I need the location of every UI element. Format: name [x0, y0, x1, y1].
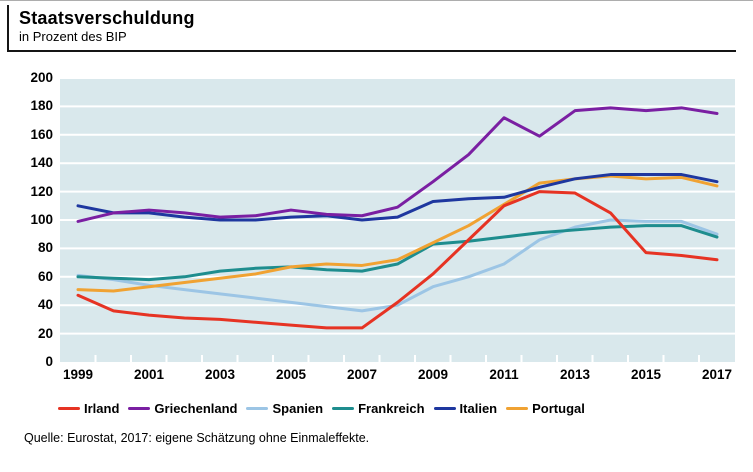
- page-title: Staatsverschuldung: [19, 8, 195, 28]
- legend: Irland Griechenland Spanien Frankreich Itali…: [58, 401, 594, 416]
- legend-swatch-frankreich: [332, 407, 355, 410]
- legend-label-portugal: Portugal: [532, 401, 585, 416]
- x-axis-label-2017: 2017: [701, 367, 733, 382]
- legend-item-italien: Italien: [433, 401, 498, 416]
- x-axis-label-2007: 2007: [346, 367, 378, 382]
- series-line-italien: [76, 173, 719, 222]
- legend-label-frankreich: Frankreich: [358, 401, 425, 416]
- series-line-frankreich: [76, 224, 719, 282]
- legend-swatch-griechenland: [128, 407, 151, 410]
- legend-item-griechenland: Griechenland: [128, 401, 237, 416]
- x-axis-label-2005: 2005: [275, 367, 307, 382]
- x-axis-label-2003: 2003: [204, 367, 236, 382]
- series-line-griechenland: [76, 106, 719, 223]
- x-axis-label-2001: 2001: [133, 367, 165, 382]
- y-axis-label-40: 40: [37, 297, 53, 313]
- plot-area: [60, 78, 735, 362]
- y-axis-label-0: 0: [45, 354, 53, 369]
- legend-swatch-portugal: [506, 407, 529, 410]
- legend-label-italien: Italien: [459, 401, 498, 416]
- x-axis-label-2011: 2011: [489, 367, 519, 382]
- series-line-spanien: [76, 218, 719, 313]
- y-axis-label-160: 160: [30, 126, 53, 142]
- y-axis-label-20: 20: [37, 325, 53, 341]
- legend-label-griechenland: Griechenland: [154, 401, 238, 416]
- legend-label-irland: Irland: [84, 401, 120, 416]
- y-axis-label-180: 180: [30, 98, 53, 114]
- legend-label-spanien: Spanien: [272, 401, 324, 416]
- legend-swatch-spanien: [246, 407, 269, 410]
- x-axis-label-2013: 2013: [559, 367, 591, 382]
- y-axis-label-100: 100: [30, 212, 53, 227]
- y-axis-label-120: 120: [30, 183, 53, 199]
- legend-item-frankreich: Frankreich: [332, 401, 425, 416]
- y-axis-label-200: 200: [30, 70, 53, 85]
- x-axis-label-1999: 1999: [62, 367, 94, 382]
- page-subtitle: in Prozent des BIP: [19, 28, 127, 44]
- legend-item-portugal: Portugal: [506, 401, 585, 416]
- legend-swatch-italien: [433, 407, 456, 410]
- x-axis-label-2015: 2015: [630, 367, 662, 382]
- legend-item-spanien: Spanien: [246, 401, 323, 416]
- source-note: Quelle: Eurostat, 2017: eigene Schätzung…: [24, 431, 370, 445]
- legend-swatch-irland: [58, 407, 80, 410]
- line-plot: [60, 78, 735, 362]
- x-axis-label-2009: 2009: [417, 367, 449, 382]
- y-axis-label-60: 60: [37, 268, 53, 284]
- y-axis-label-140: 140: [30, 155, 53, 171]
- chart-header: Staatsverschuldung in Prozent des BIP: [7, 5, 736, 52]
- series-line-irland: [76, 190, 719, 330]
- legend-item-irland: Irland: [58, 401, 119, 416]
- y-axis-label-80: 80: [37, 240, 53, 256]
